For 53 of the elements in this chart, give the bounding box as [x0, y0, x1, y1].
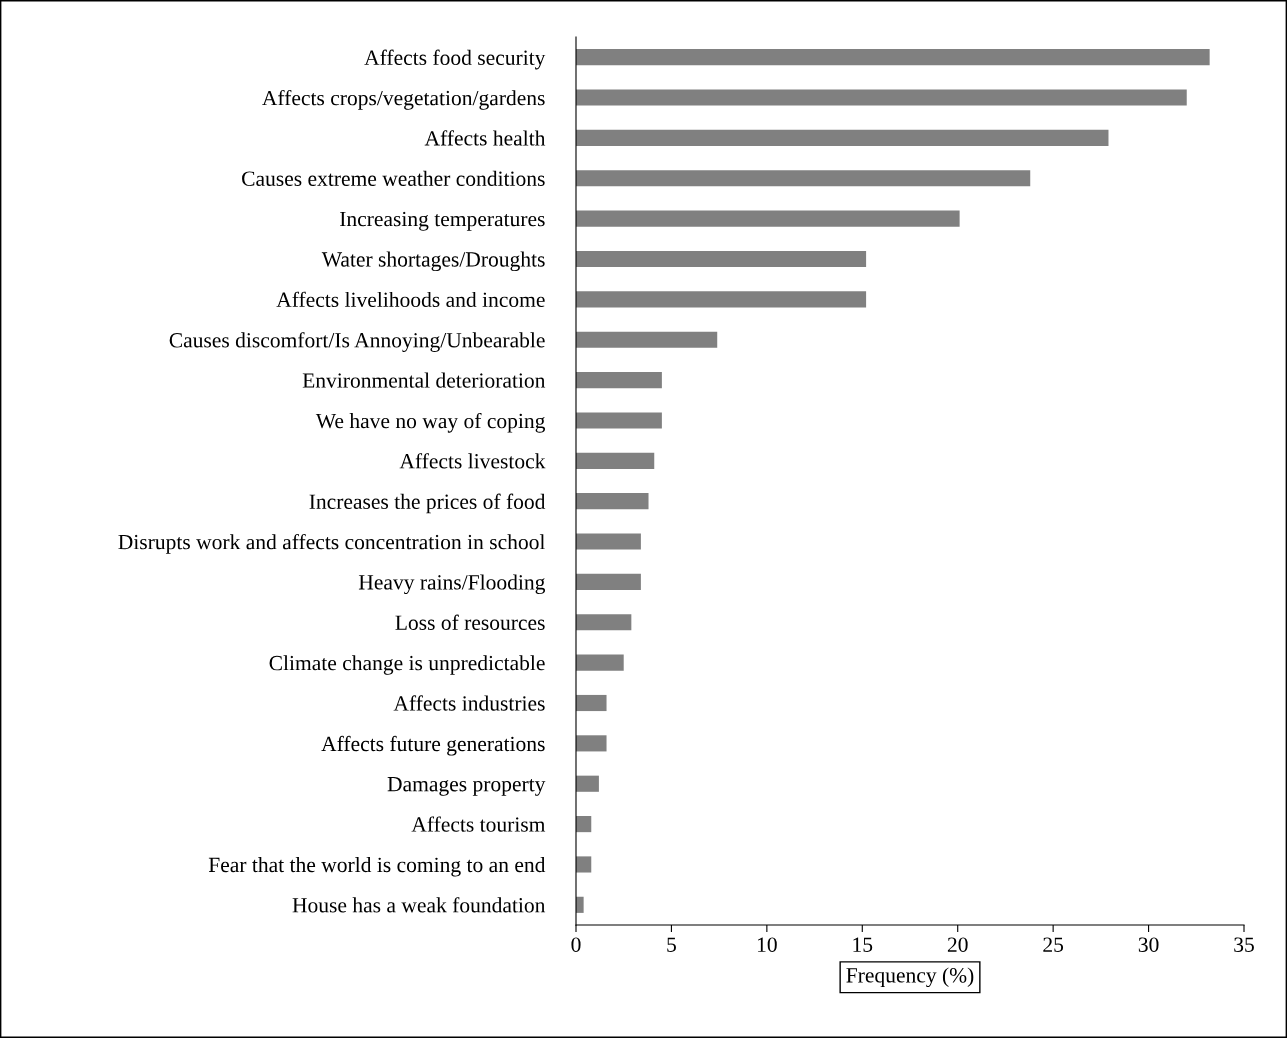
bar	[576, 614, 632, 631]
bar	[576, 654, 624, 671]
x-tick-label: 10	[757, 937, 777, 952]
bar	[576, 49, 1210, 66]
bar	[576, 735, 607, 752]
y-tick-label: We have no way of coping	[315, 412, 546, 433]
y-tick-label: Disrupts work and affects concentration in school	[118, 533, 545, 554]
y-tick-label: Fear that the world is coming to an end	[208, 856, 546, 877]
y-tick-label: Causes discomfort/Is Annoying/Unbearable	[169, 332, 545, 352]
x-axis-title: Frequency (%)	[846, 967, 974, 988]
bar	[576, 170, 1031, 187]
y-tick-label: Increases the prices of food	[309, 493, 546, 514]
bar	[576, 89, 1187, 106]
bar	[576, 816, 592, 833]
y-tick-label: Affects livelihoods and income	[276, 291, 545, 308]
bar	[576, 856, 592, 873]
y-tick-label: Loss of resources	[395, 614, 545, 630]
y-tick-label: Affects future generations	[321, 735, 545, 756]
y-tick-label: Affects industries	[393, 695, 545, 711]
y-tick-label: Causes extreme weather conditions	[242, 170, 545, 186]
y-tick-label: Affects crops/vegetation/gardens	[262, 89, 545, 110]
y-tick-label: Water shortages/Droughts	[321, 251, 545, 272]
x-tick-label: 20	[947, 937, 968, 952]
bar	[576, 573, 641, 590]
bar	[576, 331, 718, 348]
x-tick-label: 0	[571, 937, 581, 952]
x-tick-label: 30	[1138, 937, 1159, 952]
x-tick-label: 25	[1043, 937, 1064, 952]
bar	[576, 129, 1109, 146]
y-tick-label: Climate change is unpredictable	[269, 655, 545, 675]
bar	[576, 250, 867, 268]
y-tick-label: Affects tourism	[411, 816, 546, 832]
bar	[576, 533, 641, 550]
bar	[576, 896, 584, 913]
y-tick-label: Affects health	[424, 130, 546, 146]
bar	[576, 775, 599, 792]
y-tick-label: Increasing temperatures	[340, 211, 545, 231]
y-tick-label: Damages property	[387, 777, 546, 796]
bar	[576, 291, 867, 308]
y-tick-label: Affects livestock	[399, 453, 546, 469]
x-tick-label: 5	[667, 937, 676, 952]
y-tick-label: Heavy rains/Flooding	[358, 574, 546, 595]
x-tick-label: 15	[853, 937, 873, 952]
bar	[576, 372, 662, 389]
y-tick-label: Affects food security	[364, 49, 546, 70]
bar	[576, 694, 607, 712]
bar	[576, 412, 662, 429]
y-tick-label: House has a weak foundation	[292, 897, 546, 913]
x-tick-label: 35	[1234, 937, 1254, 952]
bar	[576, 493, 649, 510]
y-tick-label: Environmental deterioration	[302, 372, 546, 388]
bar	[576, 452, 655, 469]
bar	[576, 210, 960, 227]
